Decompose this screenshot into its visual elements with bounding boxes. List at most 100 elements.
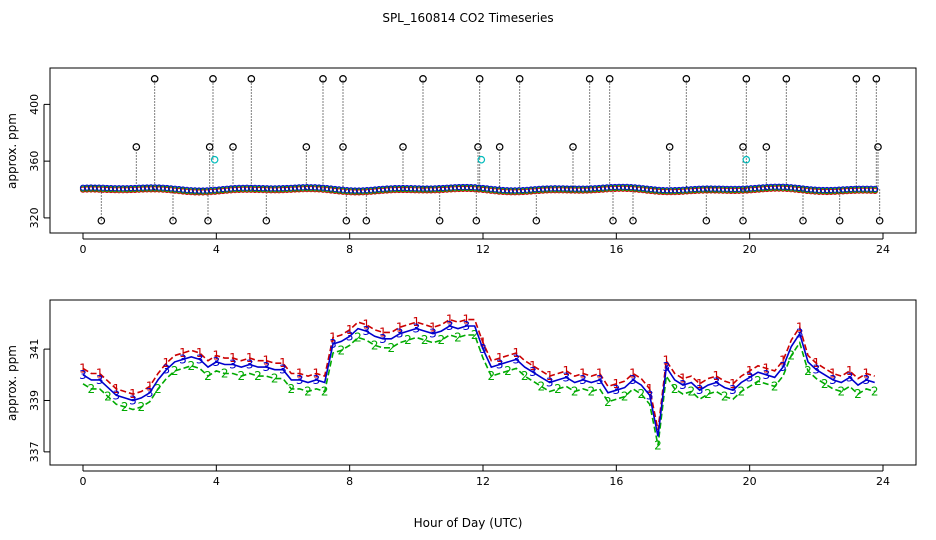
series-3-marker: 3 xyxy=(613,383,621,397)
panel-2-x-tick-label: 20 xyxy=(743,475,757,488)
series-2-marker: 2 xyxy=(121,400,129,414)
series-3-line xyxy=(82,325,875,437)
series-1-marker: 1 xyxy=(463,313,471,327)
series-2-marker: 2 xyxy=(738,384,746,398)
series-3-marker: 3 xyxy=(229,358,237,372)
series-3-marker: 3 xyxy=(446,319,454,333)
series-2-marker: 2 xyxy=(538,379,546,393)
series-2-marker: 2 xyxy=(204,369,212,383)
series-2-marker: 2 xyxy=(871,384,879,398)
series-2-marker: 2 xyxy=(571,384,579,398)
mid-outlier-point xyxy=(399,143,407,151)
cyan-point xyxy=(210,155,219,164)
series-3-marker: 3 xyxy=(379,332,387,346)
series-1-marker: 1 xyxy=(396,320,404,334)
series-2-marker: 2 xyxy=(371,338,379,352)
series-3-marker: 3 xyxy=(296,373,304,387)
series-3-marker: 3 xyxy=(846,370,854,384)
high-outlier-point xyxy=(742,75,751,83)
panel-1-x-tick-label: 0 xyxy=(80,243,87,256)
series-1-line xyxy=(82,318,875,431)
series-3-marker: 3 xyxy=(429,327,437,341)
low-outlier-point xyxy=(629,216,637,225)
series-2-marker: 2 xyxy=(154,382,162,396)
series-1-marker: 1 xyxy=(129,387,137,401)
series-3-marker: 3 xyxy=(463,319,471,333)
series-3-marker: 3 xyxy=(79,368,87,382)
high-outlier-point xyxy=(782,75,791,83)
mid-outlier-point xyxy=(762,143,771,151)
low-outlier-point xyxy=(262,216,271,225)
series-1-marker: 1 xyxy=(863,367,871,381)
series-1-marker: 1 xyxy=(779,354,787,368)
series-3-marker: 3 xyxy=(513,352,521,366)
baseline-point xyxy=(207,187,215,194)
baseline-point xyxy=(871,185,879,192)
series-1-marker: 1 xyxy=(579,367,587,381)
series-3-marker: 3 xyxy=(796,327,804,341)
series-1-marker: 1 xyxy=(346,323,354,337)
series-2-marker: 2 xyxy=(588,384,596,398)
series-3-marker: 3 xyxy=(363,324,371,338)
series-2-marker: 2 xyxy=(838,384,846,398)
panel-2-y-axis: 337 339 341 xyxy=(28,339,50,462)
high-outlier-point xyxy=(150,75,159,83)
mid-outlier-point xyxy=(495,143,504,151)
series-1-marker: 1 xyxy=(279,356,287,370)
series-3-marker: 3 xyxy=(329,337,337,351)
series-3-marker: 3 xyxy=(496,358,504,372)
series-2-marker: 2 xyxy=(404,333,412,347)
baseline-point xyxy=(223,185,231,192)
baseline-point xyxy=(367,186,375,193)
series-2-marker: 2 xyxy=(388,341,396,355)
series-2-marker: 2 xyxy=(221,367,229,381)
series-2-marker: 2 xyxy=(304,384,312,398)
series-2-marker: 2 xyxy=(271,372,279,386)
low-outlier-point xyxy=(362,216,371,225)
series-1-marker: 1 xyxy=(196,346,204,360)
high-outlier-point xyxy=(872,75,881,83)
baseline-point xyxy=(747,185,755,192)
series-1-marker: 1 xyxy=(529,359,537,373)
series-3-marker: 3 xyxy=(696,383,704,397)
series-1-marker: 1 xyxy=(763,361,771,375)
low-outlier-point xyxy=(204,216,212,225)
series-1-marker: 1 xyxy=(479,336,487,350)
panel-1-x-tick-label: 16 xyxy=(609,243,623,256)
series-2-marker: 2 xyxy=(521,369,529,383)
panel-1-x-tick-label: 4 xyxy=(213,243,220,256)
high-outlier-point xyxy=(605,75,614,83)
series-3-marker: 3 xyxy=(263,360,271,374)
series-1-marker: 1 xyxy=(146,379,154,393)
series-3-marker: 3 xyxy=(679,378,687,392)
series-1-marker: 1 xyxy=(629,367,637,381)
series-2-marker: 2 xyxy=(321,384,329,398)
low-outlier-point xyxy=(875,216,884,225)
high-outlier-point xyxy=(852,75,861,83)
series-1-marker: 1 xyxy=(513,346,521,360)
series-1-marker: 1 xyxy=(96,367,104,381)
baseline-point xyxy=(379,185,387,192)
series-3-marker: 3 xyxy=(863,373,871,387)
series-1-marker: 1 xyxy=(113,382,121,396)
series-3-marker: 3 xyxy=(763,368,771,382)
series-1-marker: 1 xyxy=(746,364,754,378)
series-1-marker: 1 xyxy=(679,372,687,386)
series-3-marker: 3 xyxy=(729,383,737,397)
high-outlier-point xyxy=(339,75,347,83)
high-outlier-point xyxy=(585,75,594,83)
series-1-marker: 1 xyxy=(813,356,821,370)
series-1-marker: 1 xyxy=(846,364,854,378)
low-outlier-point xyxy=(609,216,617,225)
series-3-marker: 3 xyxy=(663,360,671,374)
series-3-marker: 3 xyxy=(596,373,604,387)
series-1-marker: 1 xyxy=(663,354,671,368)
high-outlier-point xyxy=(475,75,484,83)
mid-outlier-point xyxy=(874,143,882,151)
baseline-point xyxy=(755,184,763,191)
high-outlier-point xyxy=(247,75,256,83)
baseline-point xyxy=(211,186,219,193)
panel-2-x-axis: 0 4 8 12 16 20 24 xyxy=(80,465,890,488)
chart-title: SPL_160814 CO2 Timeseries xyxy=(382,11,553,25)
